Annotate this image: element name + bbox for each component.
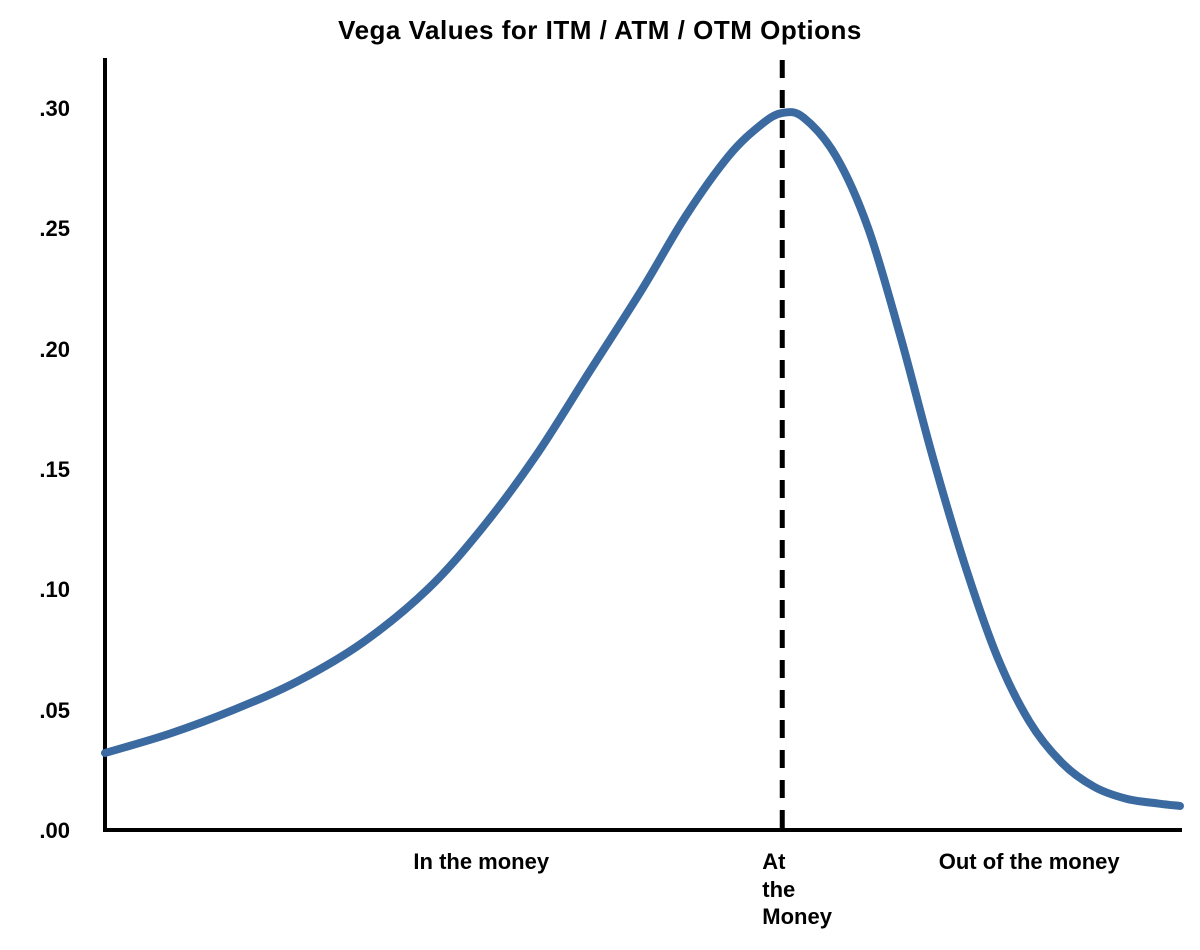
y-tick-label: .10 — [15, 577, 70, 603]
y-tick-label: .30 — [15, 96, 70, 122]
vega-curve — [105, 112, 1180, 806]
y-tick-label: .00 — [15, 818, 70, 844]
x-region-label: AttheMoney — [762, 848, 852, 931]
x-region-label: In the money — [371, 848, 591, 876]
vega-chart: Vega Values for ITM / ATM / OTM Options … — [0, 0, 1200, 950]
chart-svg — [0, 0, 1200, 950]
x-region-label: Out of the money — [939, 848, 1199, 876]
y-tick-label: .15 — [15, 457, 70, 483]
y-tick-label: .20 — [15, 337, 70, 363]
y-tick-label: .25 — [15, 216, 70, 242]
y-tick-label: .05 — [15, 698, 70, 724]
